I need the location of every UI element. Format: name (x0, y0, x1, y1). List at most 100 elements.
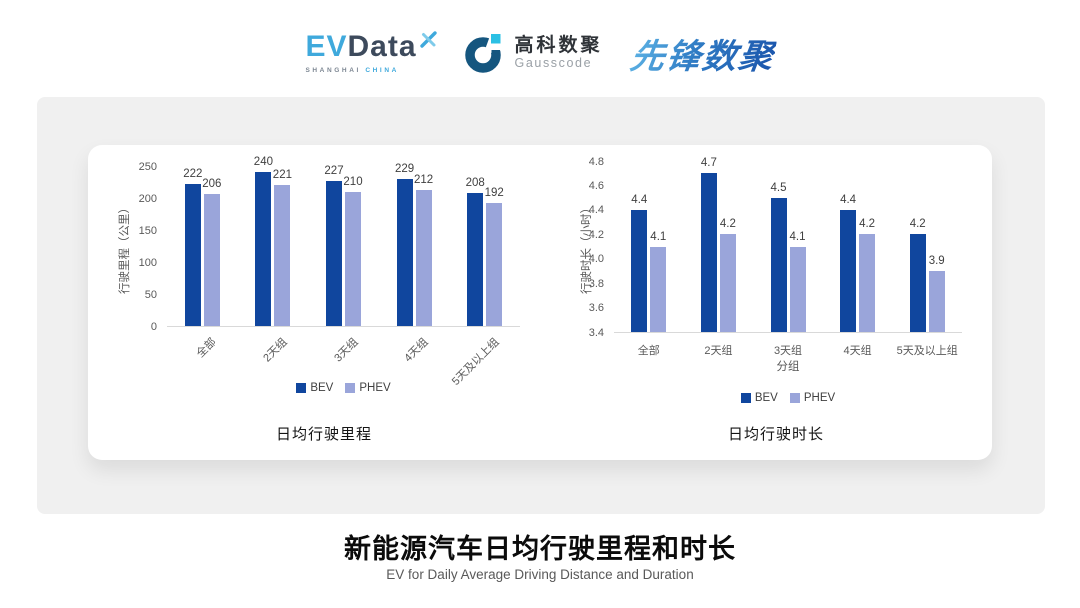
bar-bev-2: 4.5 (770, 182, 787, 332)
bar-value-label: 4.2 (909, 218, 926, 231)
y-tick-label: 0 (150, 320, 157, 333)
bar-value-label: 4.2 (719, 218, 736, 231)
y-tick-label: 3.6 (588, 302, 604, 315)
gausscode-cn-text: 高科数聚 (514, 34, 603, 56)
x-tick-label: 5天及以上组 (896, 345, 958, 357)
bar-phev-1: 4.2 (719, 218, 736, 332)
x-tick-label: 3天组 (773, 345, 803, 357)
x-tick-label: 4天组 (843, 345, 872, 357)
bar-bev-1: 4.7 (700, 157, 717, 332)
bar-value-label: 221 (272, 168, 292, 181)
bar-bev-4: 208 (466, 177, 485, 326)
evdata-subtext: SHANGHAI CHINA (305, 67, 398, 74)
bar-bev-0: 222 (183, 168, 202, 326)
x-tick-label: 全部 (194, 336, 219, 361)
bar-value-label: 208 (465, 176, 485, 189)
bar-value-label: 4.1 (650, 230, 667, 243)
y-tick-label: 3.8 (588, 277, 604, 290)
bar-value-label: 210 (343, 175, 363, 188)
duration-x-axis-label: 分组 (776, 361, 800, 373)
x-tick-label: 3天组 (331, 336, 361, 365)
bar-phev-3: 4.2 (859, 218, 876, 332)
y-tick-label: 100 (138, 256, 157, 269)
gausscode-en-text: Gausscode (514, 55, 593, 70)
y-tick-label: 150 (138, 224, 157, 237)
bar-phev-4: 192 (485, 187, 504, 326)
gausscode-wordmark: 高科数聚 Gausscode (514, 34, 603, 71)
bar-value-label: 4.4 (840, 193, 857, 206)
duration-chart-title: 日均行驶时长 (727, 426, 824, 443)
x-tick-label: 全部 (637, 345, 660, 357)
bar-phev-1: 221 (273, 169, 292, 326)
bar-phev-4: 3.9 (928, 255, 945, 332)
legend-item-bev: BEV (296, 382, 333, 394)
distance-chart: 行驶里程（公里） 222 206 240 221 227 210 229 212 208 192 … (88, 145, 560, 460)
legend-item-phev: PHEV (789, 392, 835, 404)
bar-value-label: 4.7 (700, 157, 717, 170)
pioneer-wordmark: 先锋数聚 (627, 29, 778, 78)
distance-legend: BEV PHEV (167, 382, 520, 394)
bar-value-label: 192 (484, 187, 504, 200)
duration-plot-area: 4.4 4.1 4.7 4.2 4.5 4.1 4.4 4.2 4.2 3.9 (614, 157, 962, 333)
y-tick-label: 4.8 (588, 155, 604, 168)
bar-phev-0: 206 (202, 178, 221, 326)
legend-swatch-phev (789, 393, 800, 403)
bar-phev-2: 4.1 (789, 231, 806, 332)
chart-card: 行驶里程（公里） 222 206 240 221 227 210 229 212 208 192 … (37, 97, 1045, 514)
bar-value-label: 3.9 (928, 254, 945, 267)
x-tick-label: 2天组 (704, 345, 733, 357)
bar-bev-4: 4.2 (909, 218, 926, 332)
y-tick-label: 3.4 (588, 326, 604, 339)
header-logos: EV Data SHANGHAI CHINA 高科数聚 Gausscode 先锋数… (0, 22, 1080, 84)
gausscode-logo: 高科数聚 Gausscode (464, 31, 603, 75)
bar-value-label: 4.1 (789, 230, 806, 243)
evdata-sub-right: CHINA (365, 67, 399, 74)
distance-plot-area: 222 206 240 221 227 210 229 212 208 192 (167, 156, 520, 327)
y-tick-label: 200 (138, 192, 157, 205)
evdata-wordmark: EV Data (305, 30, 437, 63)
y-tick-label: 4.2 (588, 228, 604, 241)
bar-value-label: 240 (253, 156, 273, 169)
bar-bev-1: 240 (254, 156, 273, 326)
evdata-data-text: Data (347, 30, 417, 63)
bar-bev-0: 4.4 (631, 194, 648, 332)
g-ring-icon (464, 31, 507, 73)
y-tick-label: 250 (138, 160, 157, 173)
pioneer-logo: 先锋数聚 (627, 29, 776, 78)
distance-chart-title: 日均行驶里程 (275, 426, 372, 443)
legend-item-bev: BEV (740, 392, 778, 404)
legend-swatch-bev (296, 383, 307, 393)
bar-phev-3: 212 (414, 174, 433, 326)
evdata-ev-text: EV (305, 30, 348, 63)
bar-value-label: 4.2 (859, 218, 876, 231)
bar-value-label: 229 (395, 163, 415, 176)
bar-bev-3: 229 (395, 163, 414, 326)
bar-value-label: 212 (414, 174, 434, 187)
bar-value-label: 227 (324, 164, 344, 177)
page-title: 新能源汽车日均行驶里程和时长 (344, 534, 736, 564)
bar-phev-0: 4.1 (650, 231, 667, 332)
legend-swatch-phev (345, 383, 356, 393)
evdata-sub-left: SHANGHAI (305, 67, 361, 74)
x-tick-label: 2天组 (261, 336, 290, 365)
duration-chart: 行驶时长（小时） 4.4 4.1 4.7 4.2 4.5 4.1 4.4 4.2 4.2 3.9 … (560, 145, 992, 460)
y-tick-label: 4.6 (588, 179, 604, 192)
legend-swatch-bev (740, 393, 751, 403)
duration-legend: BEV PHEV (614, 392, 962, 404)
bar-value-label: 206 (202, 178, 222, 191)
bar-bev-2: 227 (324, 165, 344, 326)
chart-panel: 行驶里程（公里） 222 206 240 221 227 210 229 212 208 192 … (88, 145, 992, 460)
page-subtitle: EV for Daily Average Driving Distance an… (386, 567, 694, 582)
bar-value-label: 4.4 (631, 193, 648, 206)
y-tick-label: 4.0 (588, 253, 604, 266)
x-tick-label: 5天及以上组 (449, 336, 502, 388)
bar-bev-3: 4.4 (840, 194, 857, 332)
x-star-icon (419, 31, 437, 48)
evdata-logo: EV Data SHANGHAI CHINA (305, 30, 437, 74)
legend-item-phev: PHEV (345, 382, 391, 394)
bar-value-label: 222 (183, 167, 203, 180)
x-tick-label: 4天组 (402, 336, 431, 365)
y-tick-label: 4.4 (588, 204, 604, 217)
bar-phev-2: 210 (343, 176, 363, 326)
bar-value-label: 4.5 (770, 181, 787, 194)
